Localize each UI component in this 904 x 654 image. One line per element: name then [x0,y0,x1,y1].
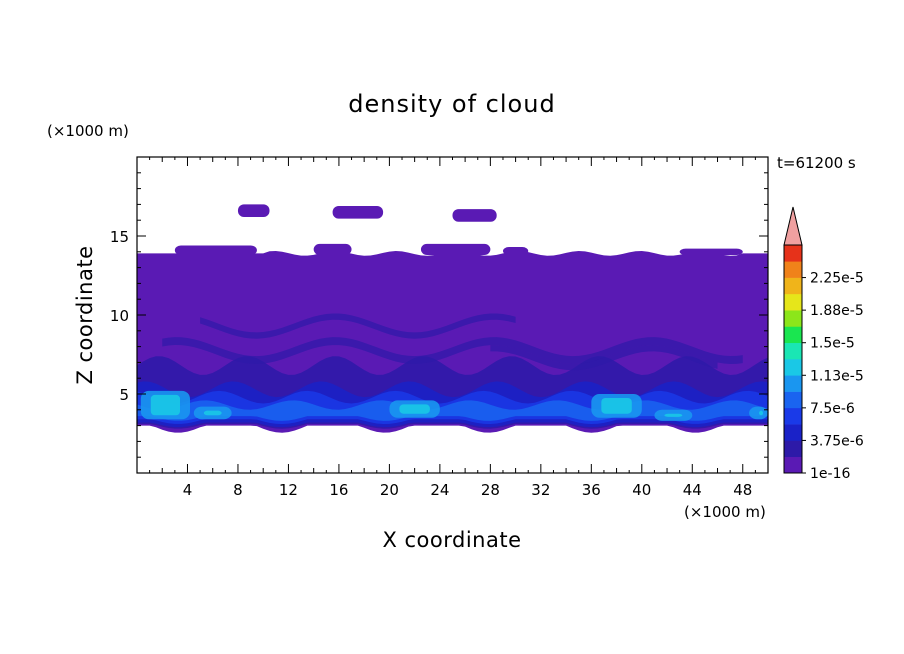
colorbar-level [784,261,802,278]
cloud-ribbon [490,345,718,371]
cloud-ribbon [200,313,516,339]
y-tick-label: 5 [119,386,129,404]
x-tick-label: 32 [531,481,550,499]
cloud-patch [332,205,384,219]
x-axis-label: X coordinate [382,528,521,552]
x-tick-label: 48 [733,481,752,499]
colorbar-label: 1.5e-5 [810,336,855,352]
y-axis-label: Z coordinate [73,245,97,384]
colorbar-label: 2.25e-5 [810,271,864,287]
cloud-patch [420,243,491,255]
colorbar-level [784,391,802,409]
x-unit-label: (×1000 m) [684,503,766,521]
y-unit-label: (×1000 m) [47,122,129,140]
cloud-hotspot-core [150,394,181,416]
colorbar-level [784,277,802,295]
colorbar: 1e-16 3.75e-6 7.5e-6 1.13e-5 1.5e-5 1.88e-5 2.… [783,206,864,482]
colorbar-level [784,310,802,327]
x-tick-label: 12 [279,481,298,499]
time-label: t=61200 s [777,154,856,172]
colorbar-level [784,375,802,392]
x-tick-label: 16 [329,481,348,499]
cloud-hotspot [749,406,768,420]
colorbar-label: 1.13e-5 [810,368,864,384]
cloud-patch [502,247,529,255]
cloud-hotspot-core [399,404,430,414]
cloud-field [137,204,768,433]
colorbar-label: 1e-16 [810,466,850,482]
cloud-ribbon [162,337,743,364]
cloud-hotspot-core [664,413,683,417]
cloud-patch [313,243,352,255]
colorbar-label: 3.75e-6 [810,433,864,449]
colorbar-label: 1.88e-5 [810,303,864,319]
x-tick-label: 44 [683,481,702,499]
colorbar-level [784,293,802,311]
colorbar-level [784,359,802,376]
cloud-patch [679,248,743,255]
colorbar-level [784,245,802,262]
chart-title: density of cloud [348,90,555,118]
colorbar-level [784,326,802,344]
x-tick-label: 28 [481,481,500,499]
x-tick-label: 20 [380,481,399,499]
cloud-hotspot-core [601,398,632,414]
cloud-hotspot-core [203,410,222,416]
x-tick-label: 24 [430,481,449,499]
x-tick-label: 40 [632,481,651,499]
colorbar-level [784,456,802,474]
colorbar-level [784,440,802,458]
cloud-patch [452,209,497,222]
cloud-hotspot-core [759,410,764,416]
y-axis: 5 10 15 [110,172,768,458]
colorbar-level [784,424,802,441]
colorbar-level [784,407,802,425]
x-tick-label: 4 [183,481,193,499]
x-tick-label: 8 [233,481,243,499]
y-tick-label: 15 [110,228,129,246]
y-tick-label: 10 [110,307,129,325]
cloud-patch [237,204,270,218]
colorbar-label: 7.5e-6 [810,401,855,417]
x-axis: 4 8 12 16 20 24 28 32 36 40 44 48 [149,157,756,499]
x-tick-label: 36 [582,481,601,499]
colorbar-extend-triangle [783,206,803,246]
cloud-patch [174,245,257,255]
colorbar-level [784,342,802,360]
